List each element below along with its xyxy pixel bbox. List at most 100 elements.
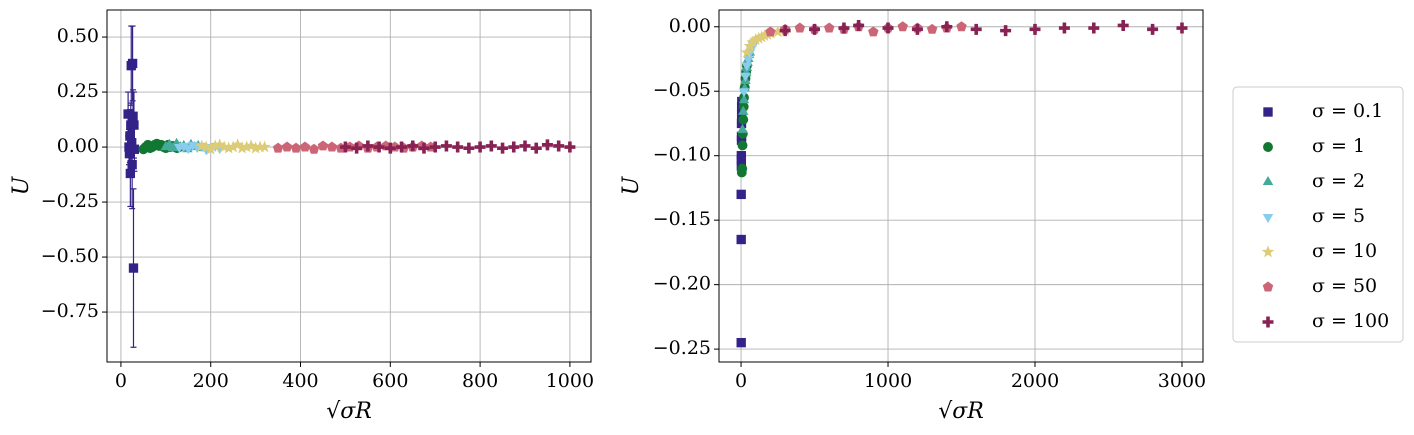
marker	[771, 25, 785, 38]
marker	[956, 21, 967, 32]
marker	[737, 163, 748, 174]
marker	[129, 144, 140, 154]
marker	[553, 140, 565, 152]
legend-label: σ = 0.1	[1312, 100, 1383, 122]
marker	[765, 26, 776, 37]
marker	[740, 45, 754, 58]
marker	[737, 123, 748, 133]
marker	[235, 141, 249, 154]
marker	[213, 138, 226, 151]
marker	[1088, 22, 1100, 34]
marker	[240, 140, 253, 153]
x-tick-label: 600	[372, 370, 408, 392]
legend-marker	[1262, 281, 1274, 292]
marker	[308, 143, 320, 154]
y-tick-label: −0.75	[41, 300, 99, 322]
marker	[736, 189, 746, 200]
marker	[911, 23, 923, 35]
marker	[1029, 23, 1041, 35]
marker	[474, 141, 486, 153]
marker	[508, 141, 520, 153]
y-tick-label: −0.10	[653, 144, 711, 166]
marker	[463, 142, 475, 154]
marker	[868, 26, 879, 37]
legend-label: σ = 2	[1312, 170, 1365, 192]
legend-marker	[1263, 107, 1273, 117]
x-tick-label: 800	[462, 370, 498, 392]
marker	[299, 141, 311, 152]
marker	[396, 141, 408, 153]
x-tick-label: 200	[193, 370, 229, 392]
marker	[743, 55, 754, 66]
marker	[497, 142, 509, 154]
marker	[128, 111, 138, 121]
marker	[941, 21, 953, 33]
marker	[838, 22, 850, 34]
axes-frame	[718, 9, 1204, 363]
marker	[226, 140, 240, 153]
legend-marker	[1263, 142, 1273, 152]
marker	[882, 22, 894, 34]
marker	[362, 140, 374, 152]
legend: σ = 0.1 σ = 1 σ = 2 σ = 5 σ = 10 σ = 50 σ = 10…	[1232, 86, 1404, 343]
marker	[123, 109, 133, 119]
marker	[564, 141, 576, 153]
y-tick-label: −0.25	[653, 337, 711, 359]
marker	[809, 23, 821, 35]
y-axis-label: U	[619, 175, 644, 195]
legend-label: σ = 100	[1312, 310, 1389, 332]
marker	[970, 23, 982, 35]
x-axis-label: √σR	[326, 399, 372, 424]
marker	[1176, 22, 1188, 34]
legend-marker	[1262, 213, 1274, 224]
marker	[741, 62, 753, 72]
marker	[129, 120, 139, 130]
marker	[740, 72, 751, 82]
marker	[530, 142, 542, 154]
marker	[1000, 25, 1012, 37]
legend-label: σ = 50	[1312, 275, 1377, 297]
marker	[125, 131, 135, 141]
legend-marker	[1262, 316, 1274, 328]
marker	[440, 140, 452, 152]
marker	[199, 140, 213, 153]
marker	[384, 142, 396, 154]
marker	[373, 141, 385, 153]
y-tick-label: −0.50	[41, 245, 99, 267]
legend-label: σ = 1	[1312, 135, 1365, 157]
legend-frame	[1232, 86, 1404, 343]
legend-marker	[1262, 175, 1274, 186]
x-tick-label: 0	[115, 370, 127, 392]
marker	[326, 141, 338, 152]
marker	[926, 23, 938, 34]
marker	[231, 138, 244, 151]
y-tick-label: −0.20	[653, 273, 711, 295]
marker	[204, 142, 217, 155]
marker	[738, 94, 750, 104]
marker	[1058, 22, 1070, 34]
marker	[429, 141, 441, 153]
marker	[736, 337, 746, 348]
marker	[736, 151, 747, 161]
y-tick-label: −0.25	[41, 190, 99, 212]
marker	[272, 142, 284, 153]
x-tick-label: 3000	[1158, 370, 1206, 392]
y-tick-label: 0.25	[57, 80, 99, 102]
marker	[541, 139, 553, 151]
marker	[738, 114, 749, 125]
marker	[127, 159, 137, 170]
y-tick-label: 0.00	[669, 15, 711, 37]
marker	[127, 58, 138, 69]
marker	[824, 22, 835, 33]
y-tick-label: −0.05	[653, 79, 711, 101]
marker	[317, 140, 329, 151]
marker	[749, 33, 763, 45]
legend-label: σ = 10	[1312, 240, 1377, 262]
x-tick-label: 0	[735, 370, 747, 392]
marker	[897, 21, 908, 32]
x-tick-label: 1000	[864, 370, 912, 392]
marker	[452, 141, 464, 153]
marker	[485, 140, 497, 152]
marker	[794, 22, 806, 33]
